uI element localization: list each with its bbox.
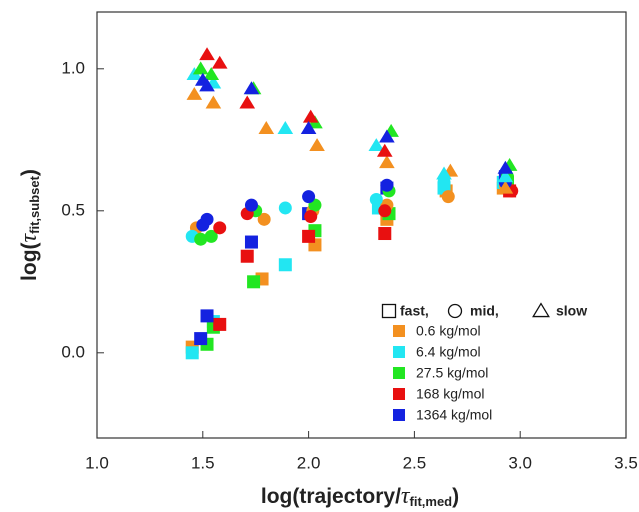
point-slow	[376, 143, 393, 157]
point-fast	[302, 229, 316, 243]
x-tick-label: 1.5	[191, 453, 215, 472]
x-title-symbol: τ	[401, 483, 411, 509]
y-axis-title: log(τfit,subset)	[16, 169, 43, 281]
point-mid	[441, 190, 455, 204]
point-fast	[185, 346, 199, 360]
point-mid	[244, 198, 258, 212]
legend-shape-label: mid,	[470, 303, 499, 319]
point-mid	[213, 221, 227, 235]
point-mid	[257, 212, 271, 226]
x-axis-title: log(trajectory/τfit,med)	[261, 483, 459, 510]
point-fast	[240, 249, 254, 263]
point-slow	[300, 121, 317, 134]
point-slow	[199, 47, 215, 61]
point-slow	[243, 81, 260, 95]
legend-swatch	[393, 388, 405, 400]
y-tick-label: 1.0	[61, 58, 85, 77]
x-tick-label: 1.0	[85, 453, 109, 472]
legend-shape	[447, 303, 463, 319]
point-mid	[369, 192, 383, 206]
point-fast	[200, 309, 214, 323]
point-mid	[194, 232, 208, 246]
legend-shape	[381, 303, 397, 319]
legend-swatch	[393, 367, 405, 379]
point-slow	[497, 160, 514, 174]
point-slow	[309, 138, 325, 152]
point-slow	[302, 109, 319, 123]
point-slow	[379, 129, 395, 143]
point-fast	[194, 332, 208, 346]
point-fast	[244, 235, 258, 249]
point-slow	[199, 78, 215, 92]
legend-label: 27.5 kg/mol	[416, 365, 488, 381]
x-title-prefix: log(trajectory/	[261, 485, 401, 508]
point-slow	[205, 95, 222, 109]
point-fast	[378, 227, 392, 241]
legend-swatch	[393, 409, 405, 421]
point-slow	[368, 138, 385, 152]
legend-label: 168 kg/mol	[416, 386, 484, 402]
x-title-suffix: )	[452, 485, 459, 508]
point-mid	[204, 229, 218, 243]
plot-frame	[96, 11, 627, 439]
legend-label: 6.4 kg/mol	[416, 344, 481, 360]
y-title-subscript: fit,subset	[27, 175, 42, 233]
point-slow	[258, 121, 275, 134]
y-title-symbol: τ	[16, 232, 42, 242]
y-tick-label: 0.0	[61, 342, 85, 361]
point-fast	[247, 275, 261, 289]
point-slow	[277, 121, 294, 134]
x-tick-label: 3.5	[614, 453, 638, 472]
point-slow	[203, 67, 220, 81]
point-mid	[278, 201, 292, 215]
legend-swatch	[393, 325, 405, 337]
point-slow	[192, 61, 209, 75]
legend-label: 0.6 kg/mol	[416, 323, 481, 339]
x-tick-label: 2.0	[297, 453, 321, 472]
x-tick-label: 3.0	[508, 453, 532, 472]
legend-shape-label: slow	[556, 303, 587, 319]
point-slow	[497, 180, 514, 194]
point-slow	[497, 169, 514, 183]
x-title-subscript: fit,med	[410, 494, 453, 509]
legend-shape-label: fast,	[400, 303, 429, 319]
point-slow	[186, 86, 203, 100]
y-title-suffix: )	[18, 169, 41, 176]
legend-label: 1364 kg/mol	[416, 407, 492, 423]
point-mid	[380, 178, 394, 192]
point-slow	[211, 55, 228, 69]
x-tick-label: 2.5	[403, 453, 427, 472]
legend-swatch	[393, 346, 405, 358]
legend-shape	[532, 302, 550, 318]
point-slow	[379, 155, 395, 169]
point-mid	[378, 204, 392, 218]
point-fast	[278, 258, 292, 272]
point-fast	[213, 317, 227, 331]
y-title-prefix: log(	[18, 242, 41, 280]
point-mid	[304, 209, 318, 223]
point-slow	[239, 95, 256, 109]
y-tick-label: 0.5	[61, 200, 85, 219]
point-mid	[200, 212, 214, 226]
point-mid	[302, 190, 316, 204]
point-slow	[436, 166, 452, 180]
